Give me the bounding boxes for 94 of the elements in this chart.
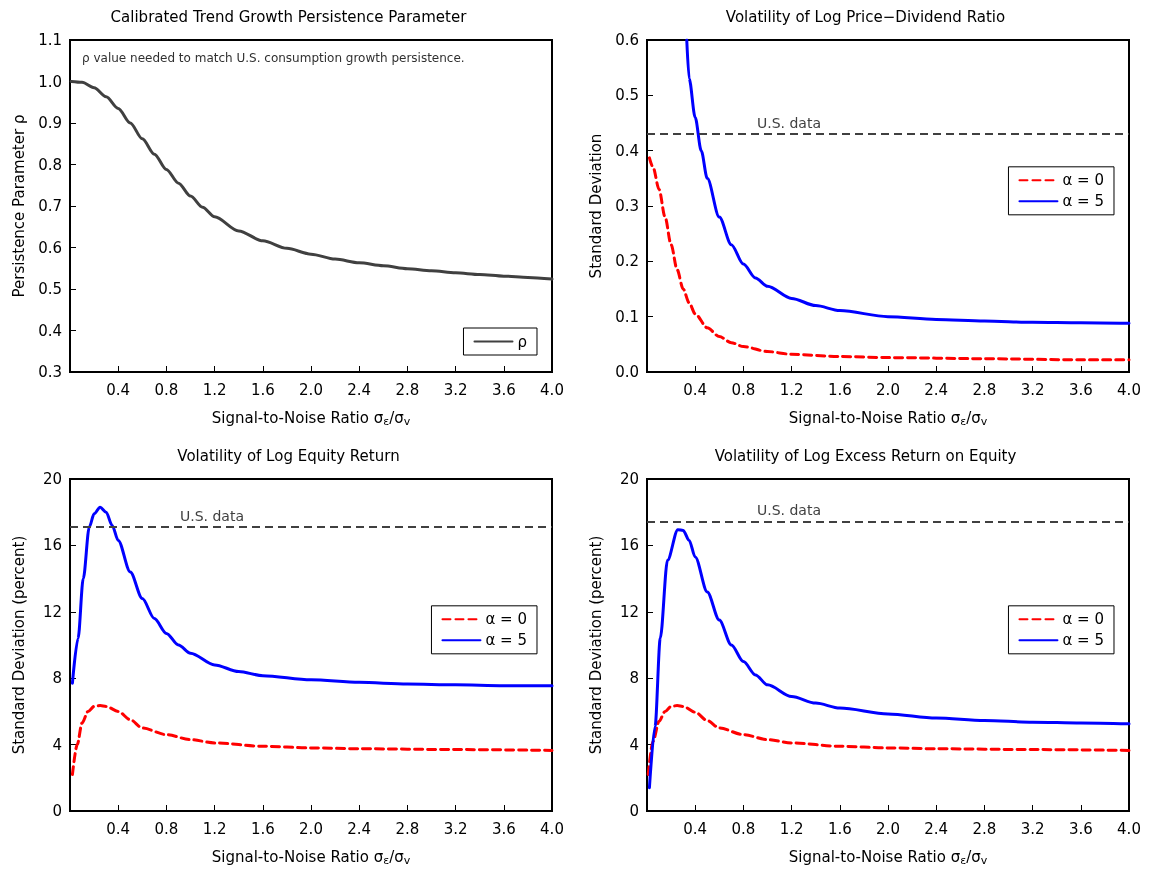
annotation: ρ value needed to match U.S. consumption growth persistence. <box>82 51 465 65</box>
x-tick-label: 2.8 <box>972 819 997 838</box>
y-tick-label: 12 <box>619 602 639 621</box>
legend-label: α = 5 <box>1062 192 1105 211</box>
y-tick-label: 16 <box>42 536 62 555</box>
y-tick-label: 4 <box>629 735 639 754</box>
ref-line-label: U.S. data <box>180 508 245 525</box>
x-tick-label: 2.8 <box>395 380 420 399</box>
line-series <box>647 156 1131 362</box>
y-tick-label: 0.1 <box>615 307 639 326</box>
x-tick-label: 3.6 <box>1068 380 1093 399</box>
y-tick-label: 0.6 <box>615 31 639 49</box>
line-series <box>685 38 1131 325</box>
y-tick-label: 0.9 <box>38 114 62 132</box>
x-tick-label: 2.0 <box>299 380 323 399</box>
y-tick-label: 0.4 <box>38 321 62 340</box>
legend-label: α = 0 <box>485 610 528 629</box>
x-tick-label: 2.0 <box>876 819 900 838</box>
x-tick-label: 4.0 <box>540 380 564 399</box>
y-tick-label: 0.4 <box>615 141 639 160</box>
x-tick-label: 1.2 <box>779 819 804 838</box>
x-tick-label: 4.0 <box>1117 380 1141 399</box>
x-tick-label: 2.0 <box>299 819 323 838</box>
legend-label: ρ <box>517 332 528 351</box>
y-tick-label: 0 <box>52 802 62 820</box>
y-tick-label: 0.5 <box>38 280 62 298</box>
legend-label: α = 0 <box>1062 171 1105 190</box>
x-tick-label: 2.8 <box>395 819 420 838</box>
x-tick-label: 3.2 <box>443 380 468 399</box>
legend-label: α = 0 <box>1062 610 1105 629</box>
y-tick-label: 0.3 <box>615 197 639 215</box>
x-tick-label: 3.2 <box>443 819 468 838</box>
x-tick-label: 0.4 <box>106 380 131 399</box>
x-tick-label: 0.8 <box>154 380 179 399</box>
line-series <box>69 80 554 281</box>
x-tick-label: 0.8 <box>731 380 756 399</box>
x-tick-label: 4.0 <box>1117 819 1141 838</box>
x-tick-label: 1.6 <box>827 380 852 399</box>
line-series <box>70 704 554 776</box>
x-tick-label: 4.0 <box>540 819 564 838</box>
x-tick-label: 0.8 <box>154 819 179 838</box>
legend-label: α = 5 <box>485 631 528 650</box>
x-tick-label: 2.4 <box>347 819 372 838</box>
x-tick-label: 1.6 <box>827 819 852 838</box>
y-tick-label: 0.7 <box>38 197 62 215</box>
chart-title: Volatility of Log Excess Return on Equity <box>714 446 1017 465</box>
y-tick-label: 8 <box>52 669 62 688</box>
x-tick-label: 0.4 <box>106 819 131 838</box>
x-tick-label: 0.4 <box>683 380 708 399</box>
x-tick-label: 2.4 <box>347 380 372 399</box>
y-tick-label: 0.3 <box>38 363 62 381</box>
y-axis-title: Standard Deviation (percent) <box>9 535 28 755</box>
y-axis-title: Persistence Parameter ρ <box>9 114 28 298</box>
y-tick-label: 0.5 <box>615 86 639 105</box>
chart-title: Volatility of Log Price−Dividend Ratio <box>725 7 1006 26</box>
x-tick-label: 1.2 <box>202 819 227 838</box>
y-tick-label: 0.2 <box>615 252 639 271</box>
line-series <box>70 505 554 688</box>
x-tick-label: 3.6 <box>491 819 516 838</box>
y-tick-label: 16 <box>619 536 639 555</box>
x-tick-label: 3.2 <box>1020 380 1045 399</box>
y-tick-label: 1.0 <box>38 72 62 91</box>
y-tick-label: 0.6 <box>38 238 62 257</box>
y-axis-title: Standard Deviation <box>586 133 605 279</box>
y-tick-label: 20 <box>619 470 639 488</box>
legend-label: α = 5 <box>1062 631 1105 650</box>
chart-title: Volatility of Log Equity Return <box>177 446 400 465</box>
ref-line-label: U.S. data <box>757 115 822 132</box>
y-tick-label: 0 <box>629 802 639 820</box>
y-tick-label: 12 <box>42 602 62 621</box>
y-tick-label: 0.8 <box>38 155 62 174</box>
y-axis-title: Standard Deviation (percent) <box>586 535 605 755</box>
x-tick-label: 3.2 <box>1020 819 1045 838</box>
y-tick-label: 8 <box>629 669 639 688</box>
y-tick-label: 20 <box>42 470 62 488</box>
x-tick-label: 0.4 <box>683 819 708 838</box>
y-tick-label: 4 <box>52 735 62 754</box>
y-tick-label: 0.0 <box>615 363 639 381</box>
x-tick-label: 1.6 <box>250 819 275 838</box>
line-series <box>646 704 1131 776</box>
x-tick-label: 1.2 <box>779 380 804 399</box>
chart-title: Calibrated Trend Growth Persistence Parameter <box>110 7 468 26</box>
x-tick-label: 2.8 <box>972 380 997 399</box>
x-tick-label: 2.4 <box>924 380 949 399</box>
x-tick-label: 2.4 <box>924 819 949 838</box>
ref-line-label: U.S. data <box>757 502 822 519</box>
x-tick-label: 1.2 <box>202 380 227 399</box>
y-tick-label: 1.1 <box>38 31 62 49</box>
line-series <box>647 528 1131 790</box>
x-tick-label: 3.6 <box>1068 819 1093 838</box>
x-tick-label: 1.6 <box>250 380 275 399</box>
x-tick-label: 0.8 <box>731 819 756 838</box>
x-tick-label: 3.6 <box>491 380 516 399</box>
x-tick-label: 2.0 <box>876 380 900 399</box>
